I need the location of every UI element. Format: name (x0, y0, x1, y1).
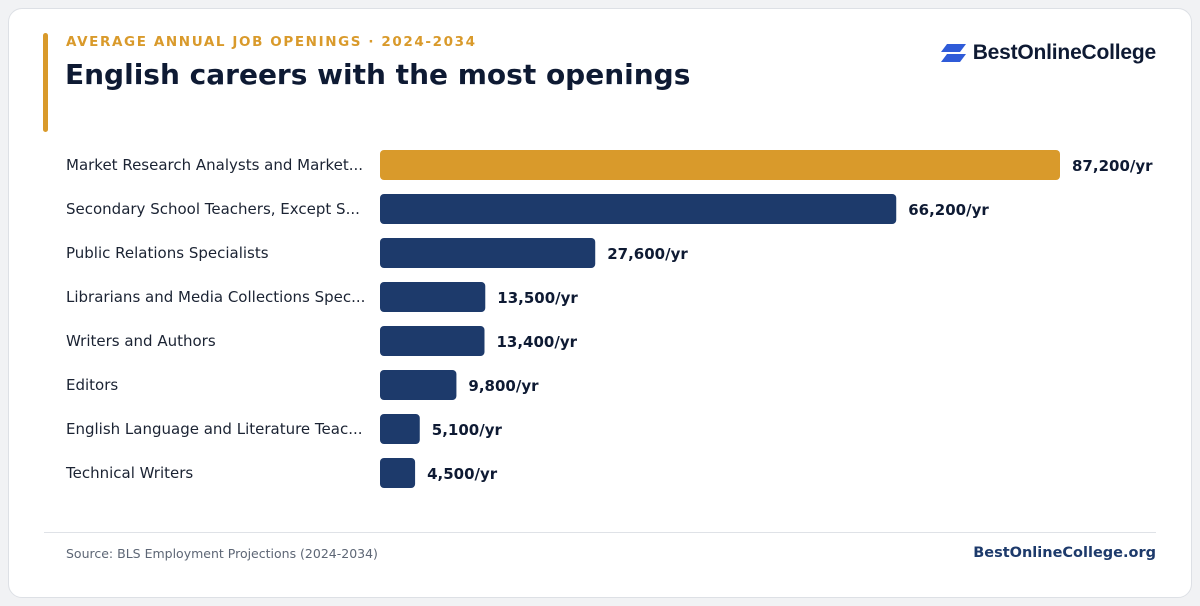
category-label: Librarians and Media Collections Spec... (66, 288, 365, 306)
bar (380, 194, 897, 224)
value-label: 87,200/yr (1072, 157, 1153, 175)
value-label: 13,500/yr (497, 289, 578, 307)
bar (380, 414, 420, 444)
value-label: 27,600/yr (607, 245, 688, 263)
chart-kicker: AVERAGE ANNUAL JOB OPENINGS · 2024-2034 (66, 34, 477, 50)
chart-title: English careers with the most openings (65, 58, 691, 91)
bar (380, 238, 596, 268)
value-label: 5,100/yr (432, 421, 503, 439)
bar (380, 282, 486, 312)
category-label: English Language and Literature Teac... (66, 420, 363, 438)
category-label: Writers and Authors (66, 332, 216, 350)
source-note: Source: BLS Employment Projections (2024… (66, 546, 378, 561)
category-label: Market Research Analysts and Market... (66, 156, 363, 174)
value-label: 4,500/yr (427, 465, 498, 483)
value-label: 9,800/yr (468, 377, 539, 395)
bar (380, 370, 457, 400)
bar (380, 458, 416, 488)
category-label: Secondary School Teachers, Except S... (66, 200, 360, 218)
bar (380, 326, 485, 356)
site-link[interactable]: BestOnlineCollege.org (973, 545, 1156, 561)
bestonlinecollege-logo-icon (940, 43, 966, 62)
brand-logo[interactable]: BestOnlineCollege (940, 40, 1157, 66)
category-label: Technical Writers (65, 464, 193, 482)
footer-divider (44, 532, 1156, 533)
bar (380, 150, 1060, 180)
chart-card (8, 8, 1192, 598)
category-label: Editors (66, 376, 118, 394)
value-label: 13,400/yr (496, 333, 577, 351)
category-label: Public Relations Specialists (66, 244, 269, 262)
brand-name: BestOnlineCollege (972, 41, 1157, 64)
value-label: 66,200/yr (908, 201, 989, 219)
accent-bar (43, 33, 48, 132)
